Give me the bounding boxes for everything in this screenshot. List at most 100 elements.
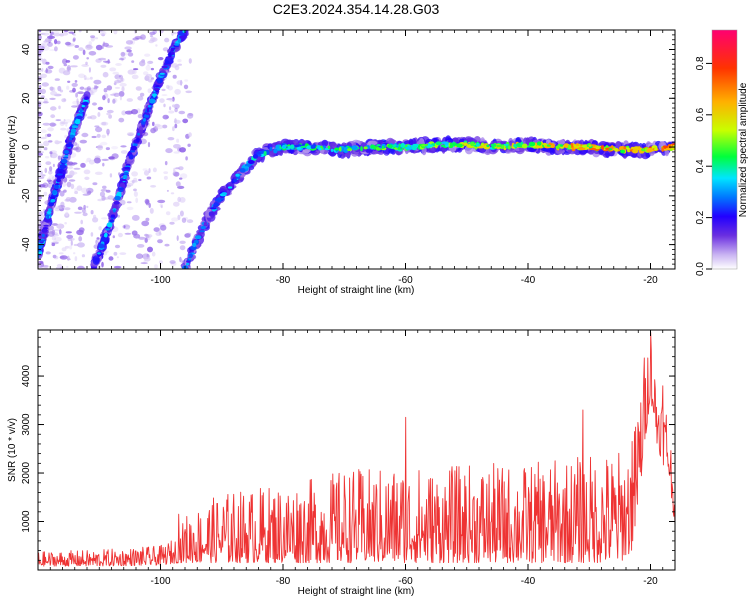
spectrogram-noise-blob [112, 235, 116, 239]
spectrogram-core-blob [146, 107, 150, 113]
spectrogram-noise-blob [38, 172, 43, 178]
spectrogram-noise-blob [53, 229, 61, 232]
spectrogram-noise-blob [81, 254, 85, 258]
spectrogram-noise-blob [150, 34, 153, 38]
spectrogram-noise-blob [118, 58, 125, 61]
spectrogram-noise-blob [81, 132, 89, 138]
spectrogram-noise-blob [147, 142, 151, 148]
spectrogram-noise-blob [158, 30, 164, 34]
spectrogram-noise-blob [76, 100, 80, 106]
spectrogram-noise-blob [70, 65, 78, 68]
spectrogram-y-tick-label: 0 [21, 144, 32, 150]
spectrogram-core-blob [168, 52, 172, 58]
spectrogram-noise-blob [45, 67, 48, 74]
spectrogram-noise-blob [71, 162, 78, 165]
spectrogram-noise-blob [78, 236, 83, 242]
spectrogram-halo-blob [321, 139, 329, 147]
spectrogram-noise-blob [77, 206, 83, 211]
spectrogram-noise-blob [44, 37, 52, 43]
spectrogram-noise-blob [98, 226, 102, 231]
spectrogram-core-blob [209, 212, 215, 216]
spectrogram-noise-blob [125, 40, 134, 45]
spectrogram-noise-blob [117, 232, 123, 238]
spectrogram-noise-blob [38, 261, 41, 268]
spectrogram-noise-blob [38, 100, 44, 105]
spectrogram-noise-blob [89, 76, 93, 80]
spectrogram-noise-blob [51, 242, 56, 247]
spectrogram-core-blob [109, 219, 115, 223]
spectrogram-noise-blob [68, 179, 76, 182]
spectrogram-noise-blob [59, 255, 68, 260]
snr-x-tick-label: -40 [521, 576, 536, 587]
spectrogram-noise-blob [140, 262, 148, 265]
spectrogram-core-blob [247, 160, 255, 164]
spectrogram-noise-blob [38, 162, 42, 169]
spectrogram-noise-blob [113, 265, 122, 269]
spectrogram-noise-blob [39, 85, 42, 89]
spectrogram-noise-blob [45, 161, 52, 166]
spectrogram-halo-blob [138, 125, 144, 135]
spectrogram-noise-blob [55, 119, 62, 122]
spectrogram-noise-blob [132, 37, 139, 41]
spectrogram-noise-blob [170, 261, 177, 266]
spectrogram-core-blob [387, 144, 393, 149]
spectrogram-halo-blob [448, 138, 453, 144]
spectrogram-core-blob [463, 142, 468, 146]
spectrogram-core-blob [600, 145, 605, 150]
spectrogram-noise-blob [43, 140, 50, 147]
colorbar-tick-label: 0.2 [695, 210, 706, 224]
spectrogram-core-blob [130, 150, 136, 153]
spectrogram-core-blob [424, 143, 428, 146]
spectrogram-noise-blob [40, 136, 47, 140]
spectrogram-noise-blob [64, 245, 70, 249]
spectrogram-noise-blob [102, 71, 109, 78]
spectrogram-noise-blob [38, 195, 42, 200]
spectrogram-noise-blob [54, 78, 60, 81]
spectrogram-core-blob [213, 202, 219, 207]
spectrogram-noise-blob [81, 207, 86, 214]
spectrogram-noise-blob [101, 261, 104, 268]
spectrogram-noise-blob [52, 30, 60, 35]
spectrogram-core-blob [161, 65, 168, 69]
spectrogram-core-blob [521, 143, 528, 149]
spectrogram-core-blob [57, 176, 61, 182]
spectrogram-noise-blob [173, 201, 180, 207]
spectrogram-core-blob [105, 228, 110, 231]
spectrogram-core-blob [273, 148, 278, 154]
spectrogram-noise-blob [76, 98, 79, 104]
spectrogram-noise-blob [120, 77, 124, 82]
spectrogram-noise-blob [84, 176, 90, 180]
spectrogram-noise-blob [85, 77, 91, 81]
spectrogram-noise-blob [74, 211, 82, 214]
colorbar-frame [711, 29, 738, 270]
spectrogram-noise-blob [73, 252, 76, 255]
spectrogram-core-blob [334, 147, 340, 151]
spectrogram-core-blob [130, 145, 137, 151]
spectrogram-core-blob [405, 146, 412, 150]
spectrogram-noise-blob [72, 37, 76, 41]
spectrogram-noise-blob [135, 86, 142, 91]
spectrogram-halo-blob [367, 140, 378, 146]
spectrogram-noise-blob [169, 106, 172, 111]
spectrogram-noise-blob [65, 121, 68, 127]
spectrogram-x-tick-label: -60 [398, 275, 413, 286]
spectrogram-noise-blob [120, 150, 128, 154]
spectrogram-noise-blob [93, 157, 101, 164]
spectrogram-noise-blob [65, 119, 72, 123]
spectrogram-noise-blob [119, 82, 127, 87]
spectrogram-noise-blob [38, 101, 42, 107]
spectrogram-noise-blob [120, 56, 126, 60]
spectrogram-noise-blob [94, 171, 103, 175]
spectrogram-noise-blob [179, 173, 188, 179]
spectrogram-noise-blob [64, 207, 71, 211]
spectrogram-noise-blob [49, 97, 56, 100]
spectrogram-noise-blob [114, 86, 121, 89]
spectrogram-noise-blob [105, 147, 110, 151]
spectrogram-noise-blob [99, 191, 106, 197]
spectrogram-noise-blob [52, 254, 57, 259]
spectrogram-noise-blob [169, 99, 175, 103]
spectrogram-noise-blob [65, 231, 73, 234]
spectrogram-noise-blob [38, 184, 46, 188]
spectrogram-core-blob [243, 166, 249, 169]
spectrogram-noise-blob [145, 217, 150, 222]
